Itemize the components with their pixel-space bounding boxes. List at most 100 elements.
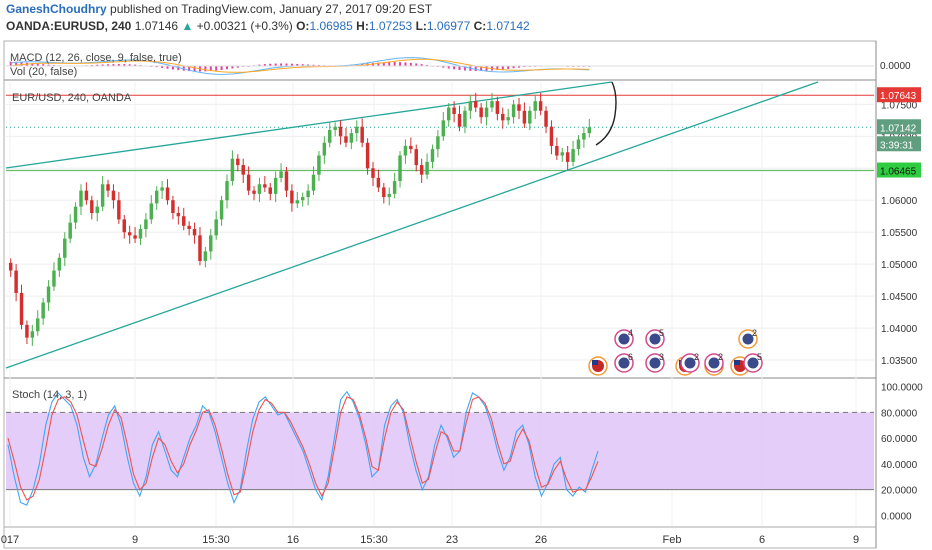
resistance-badge: 1.07643	[880, 91, 917, 102]
candle-body	[576, 139, 581, 150]
event-marker[interactable]: 2	[738, 328, 758, 349]
macd-histogram-bar	[123, 64, 126, 66]
candle-body	[19, 292, 24, 325]
macd-histogram-bar	[209, 66, 212, 72]
candle-body	[273, 177, 278, 194]
resistance-badge-bg	[877, 87, 921, 103]
candle-body	[30, 331, 35, 338]
candle-body	[171, 200, 175, 214]
event-marker[interactable]: 4	[614, 328, 634, 349]
macd-histogram-bar	[453, 66, 456, 70]
event-marker[interactable]: 5	[743, 352, 763, 373]
macd-histogram-bar	[112, 64, 115, 66]
candle-body	[565, 152, 570, 162]
macd-pane	[6, 57, 874, 75]
macd-histogram-bar	[177, 66, 180, 71]
candle-body	[149, 203, 154, 220]
time-tick-label: 017	[1, 534, 19, 546]
economic-events[interactable]: 4 5 6 3 2 2 2 5	[588, 328, 763, 376]
event-count: 4	[628, 328, 633, 338]
macd-histogram-bar	[518, 66, 520, 68]
candle-body	[300, 197, 305, 201]
candle-body	[182, 216, 186, 226]
candle-body	[479, 107, 483, 118]
event-marker[interactable]: 2	[704, 352, 724, 373]
candle-body	[398, 155, 402, 182]
macd-histogram-bar	[442, 66, 445, 68]
candle-body	[57, 257, 62, 271]
candle-body	[63, 238, 67, 258]
candle-body	[192, 229, 197, 236]
macd-histogram-bar	[215, 66, 218, 71]
macd-histogram-bar	[31, 63, 34, 66]
macd-histogram-bar	[290, 63, 293, 66]
price-tick-label: 1.05500	[881, 228, 918, 239]
macd-histogram-bar	[42, 64, 45, 66]
candle-body	[382, 187, 386, 198]
macd-histogram-bar	[188, 66, 191, 72]
lower-wedge-line	[5, 81, 819, 369]
macd-histogram-bar	[426, 64, 429, 66]
macd-histogram-bar	[47, 64, 50, 66]
time-tick-label: Feb	[663, 534, 682, 546]
time-tick-label: 15:30	[360, 534, 388, 546]
candle-body	[73, 206, 78, 223]
published-text: published on TradingView.com, January 27…	[110, 2, 433, 16]
macd-histogram-bar	[220, 66, 223, 70]
macd-histogram-bar	[193, 66, 196, 72]
event-marker[interactable]: 3	[645, 352, 665, 373]
candle-body	[311, 174, 316, 191]
macd-histogram-bar	[399, 62, 402, 66]
event-globe-icon	[618, 333, 630, 345]
stoch-tick-label: 60.0000	[881, 434, 918, 445]
macd-histogram-bar	[458, 66, 461, 70]
candle-body	[52, 270, 56, 287]
event-count: 6	[628, 352, 633, 362]
event-count: 2	[718, 352, 723, 362]
candle-body	[230, 158, 235, 182]
close-value: 1.07142	[486, 19, 530, 33]
candle-body	[544, 110, 548, 127]
candle-body	[555, 145, 559, 156]
event-count: 2	[752, 328, 757, 338]
candle-body	[36, 318, 40, 332]
macd-label: MACD (12, 26, close, 9, false, true)	[10, 52, 182, 64]
change-value: +0.00321 (+0.3%)	[196, 19, 293, 33]
candle-body	[419, 165, 424, 175]
candle-body	[355, 126, 359, 134]
event-globe-icon	[742, 333, 754, 345]
macd-histogram-bar	[15, 61, 18, 66]
stoch-tick-label: 80.0000	[881, 408, 918, 419]
candle-body	[8, 262, 13, 271]
symbol-label[interactable]: OANDA:EURUSD, 240	[6, 19, 132, 33]
price-tick-label: 1.07500	[881, 100, 918, 111]
candle-body	[138, 229, 143, 239]
countdown-badge-bg	[877, 136, 921, 152]
macd-histogram-bar	[263, 64, 266, 66]
time-tick-label: 16	[287, 534, 299, 546]
candle-body	[246, 174, 251, 191]
us-flag-event-icon[interactable]	[588, 356, 608, 376]
time-axis: 017 9 15:30 16 15:30 23 26 Feb 6 9	[1, 526, 876, 546]
author-link[interactable]: GaneshChoudhry	[6, 2, 107, 16]
candle-body	[111, 190, 116, 201]
candle-body	[284, 171, 289, 191]
candle-body	[133, 235, 137, 239]
candle-body	[317, 155, 321, 175]
support-badge: 1.06465	[880, 167, 917, 178]
publish-line: GaneshChoudhry published on TradingView.…	[6, 2, 432, 16]
macd-histogram-bar	[134, 64, 137, 66]
drawing-lines[interactable]	[5, 81, 874, 369]
candle-body	[176, 213, 181, 217]
candle-body	[484, 107, 489, 118]
macd-histogram-bar	[388, 62, 391, 66]
candle-body	[457, 113, 462, 127]
event-marker[interactable]: 2	[680, 352, 700, 373]
time-tick-label: 6	[759, 534, 765, 546]
event-marker[interactable]: 5	[645, 328, 665, 349]
macd-scale-label: 0.0000	[880, 61, 911, 72]
event-marker[interactable]: 6	[614, 352, 634, 373]
macd-histogram-bar	[474, 66, 477, 72]
price-tick-label: 1.04500	[881, 292, 918, 303]
